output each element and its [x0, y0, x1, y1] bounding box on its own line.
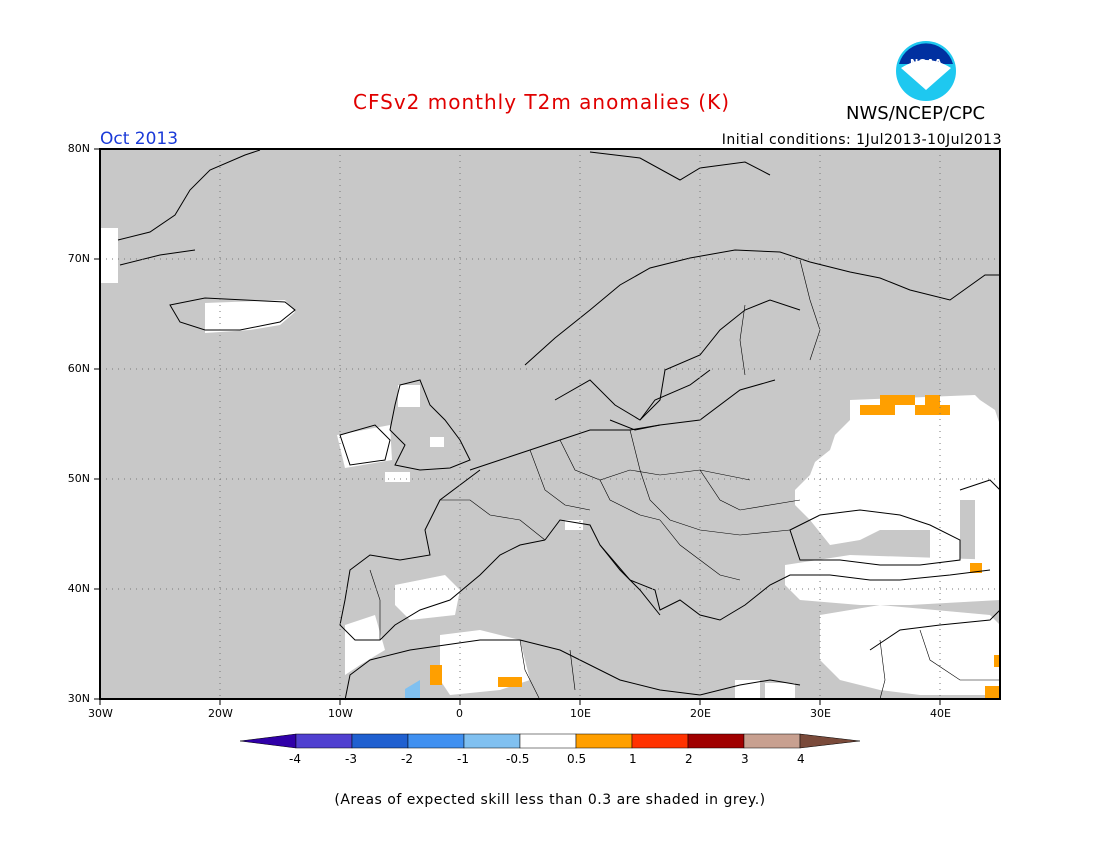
lon-label: 30W: [88, 707, 113, 720]
lat-label: 50N: [67, 472, 90, 485]
colorbar-swatch: [687, 733, 745, 749]
colorbar-label: 0.5: [567, 752, 587, 766]
coastlines: [117, 149, 1001, 701]
lon-label: 10E: [570, 707, 591, 720]
lat-label: 70N: [67, 252, 90, 265]
map-border: [99, 148, 1001, 700]
colorbar-swatch: [239, 733, 297, 749]
colorbar-swatch: [407, 733, 465, 749]
colorbar-label: -1: [457, 752, 469, 766]
colorbar-swatch: [799, 733, 861, 749]
colorbar-label: -0.5: [506, 752, 530, 766]
colorbar-label: -4: [289, 752, 301, 766]
initial-conditions: Initial conditions: 1Jul2013-10Jul2013: [721, 132, 1002, 148]
lat-label: 80N: [67, 142, 90, 155]
skill-footnote: (Areas of expected skill less than 0.3 a…: [334, 792, 766, 808]
colorbar-swatch: [351, 733, 409, 749]
lon-label: 30E: [810, 707, 831, 720]
lon-label: 20W: [208, 707, 233, 720]
lon-label: 40E: [930, 707, 951, 720]
colorbar-swatch: [519, 733, 577, 749]
map-title: CFSv2 monthly T2m anomalies (K): [353, 90, 730, 114]
noaa-logo: NOAA: [895, 40, 957, 102]
valid-month: Oct 2013: [100, 129, 179, 149]
colorbar-label: 3: [741, 752, 749, 766]
lon-label: 20E: [690, 707, 711, 720]
cool-anomaly-area: [405, 680, 420, 699]
colorbar-label: 2: [685, 752, 693, 766]
lat-label: 60N: [67, 362, 90, 375]
colorbar-swatch: [743, 733, 801, 749]
colorbar: [239, 733, 861, 749]
lat-label: 40N: [67, 582, 90, 595]
warm-anomaly-areas: [430, 395, 1000, 699]
neutral-anomaly-areas: [100, 228, 1000, 699]
colorbar-label: -3: [345, 752, 357, 766]
colorbar-swatch: [463, 733, 521, 749]
colorbar-label: -2: [401, 752, 413, 766]
colorbar-label: 4: [797, 752, 805, 766]
colorbar-swatch: [295, 733, 353, 749]
organization-label: NWS/NCEP/CPC: [846, 103, 986, 124]
lat-label: 30N: [67, 692, 90, 705]
colorbar-swatch: [575, 733, 633, 749]
colorbar-swatch: [631, 733, 689, 749]
graticule: [100, 149, 1000, 699]
logo-text: NOAA: [910, 58, 942, 69]
lon-label: 0: [456, 707, 463, 720]
colorbar-label: 1: [629, 752, 637, 766]
lon-label: 10W: [328, 707, 353, 720]
country-borders: [369, 259, 1000, 701]
